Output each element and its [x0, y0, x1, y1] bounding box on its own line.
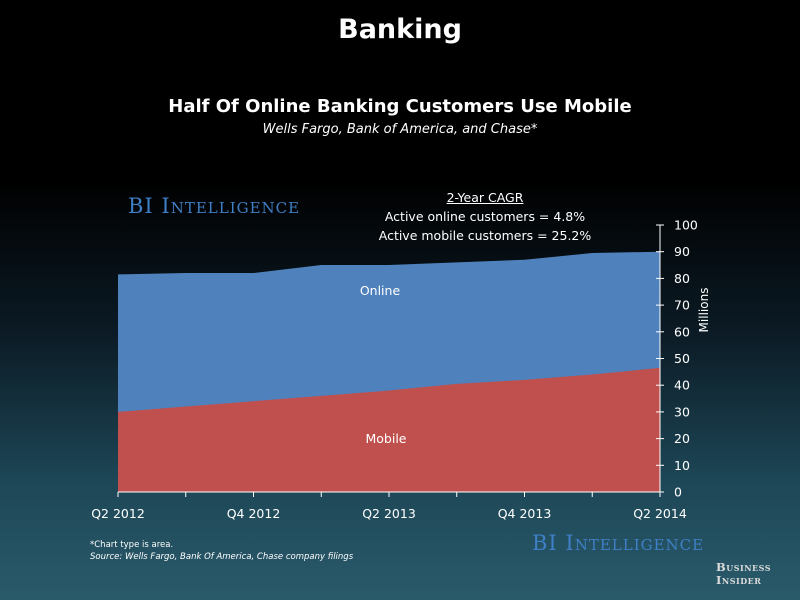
bi-intelligence-logo-bottom: BI Intelligence: [532, 531, 705, 555]
series-label-online: Online: [360, 283, 401, 298]
cagr-annotation: 2-Year CAGR Active online customers = 4.…: [370, 188, 600, 245]
y-tick-label: 30: [674, 404, 690, 419]
chart-areas: [118, 251, 660, 492]
y-axis-label: Millions: [697, 288, 711, 333]
chart-title: Half Of Online Banking Customers Use Mob…: [168, 96, 632, 117]
y-tick-label: 20: [674, 431, 690, 446]
y-tick-label: 50: [674, 351, 690, 366]
y-tick-label: 40: [674, 378, 690, 393]
cagr-mobile: Active mobile customers = 25.2%: [378, 228, 592, 243]
area-mobile: [118, 367, 660, 492]
y-tick-label: 60: [674, 324, 690, 339]
y-axis: 0 10 20 30 40 50 60 70 80 90 100: [656, 218, 698, 500]
cagr-title: 2-Year CAGR: [446, 190, 524, 205]
x-tick-label: Q2 2013: [362, 506, 416, 521]
x-tick-label: Q4 2013: [498, 506, 552, 521]
chart-subtitle: Wells Fargo, Bank of America, and Chase*: [262, 122, 538, 137]
footnote-chart-type: *Chart type is area.: [90, 540, 174, 550]
y-tick-label: 80: [674, 271, 690, 286]
x-axis: Q2 2012 Q4 2012 Q2 2013 Q4 2013 Q2 2014: [91, 491, 687, 521]
business-insider-logo-line1: Business: [716, 560, 772, 574]
x-tick-label: Q4 2012: [227, 506, 281, 521]
bi-intelligence-logo: BI Intelligence: [128, 194, 301, 218]
page-title: Banking: [338, 14, 462, 45]
y-tick-label: 70: [674, 298, 690, 313]
footnote-source: Source: Wells Fargo, Bank Of America, Ch…: [90, 552, 354, 562]
y-tick-label: 90: [674, 244, 690, 259]
series-label-mobile: Mobile: [365, 431, 406, 446]
business-insider-logo: Business Insider: [716, 561, 771, 587]
y-tick-label: 10: [674, 458, 690, 473]
x-tick-label: Q2 2014: [633, 506, 687, 521]
x-tick-label: Q2 2012: [91, 506, 145, 521]
business-insider-logo-line2: Insider: [716, 573, 762, 587]
y-tick-label: 0: [674, 485, 682, 500]
cagr-online: Active online customers = 4.8%: [384, 209, 586, 224]
y-tick-label: 100: [674, 218, 698, 233]
